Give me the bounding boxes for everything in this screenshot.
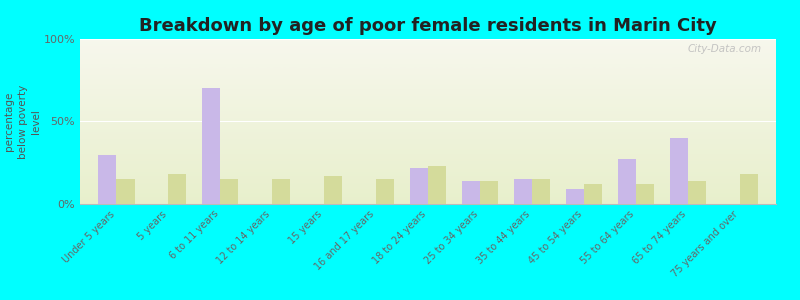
Text: City-Data.com: City-Data.com bbox=[688, 44, 762, 54]
Bar bbox=[220, 179, 238, 204]
Bar bbox=[688, 181, 706, 204]
Bar bbox=[532, 179, 550, 204]
Bar bbox=[410, 168, 428, 204]
Bar bbox=[480, 181, 498, 204]
Bar bbox=[584, 184, 602, 204]
Bar bbox=[324, 176, 342, 204]
Bar bbox=[116, 179, 134, 204]
Bar bbox=[428, 166, 446, 204]
Title: Breakdown by age of poor female residents in Marin City: Breakdown by age of poor female resident… bbox=[139, 17, 717, 35]
Bar bbox=[376, 179, 394, 204]
Bar bbox=[98, 154, 116, 204]
Bar bbox=[202, 88, 220, 204]
Bar bbox=[566, 189, 584, 204]
Y-axis label: percentage
below poverty
level: percentage below poverty level bbox=[4, 84, 41, 159]
Bar bbox=[618, 159, 636, 204]
Bar bbox=[168, 174, 186, 204]
Bar bbox=[272, 179, 290, 204]
Bar bbox=[636, 184, 654, 204]
Bar bbox=[514, 179, 532, 204]
Bar bbox=[740, 174, 758, 204]
Bar bbox=[670, 138, 688, 204]
Bar bbox=[462, 181, 480, 204]
